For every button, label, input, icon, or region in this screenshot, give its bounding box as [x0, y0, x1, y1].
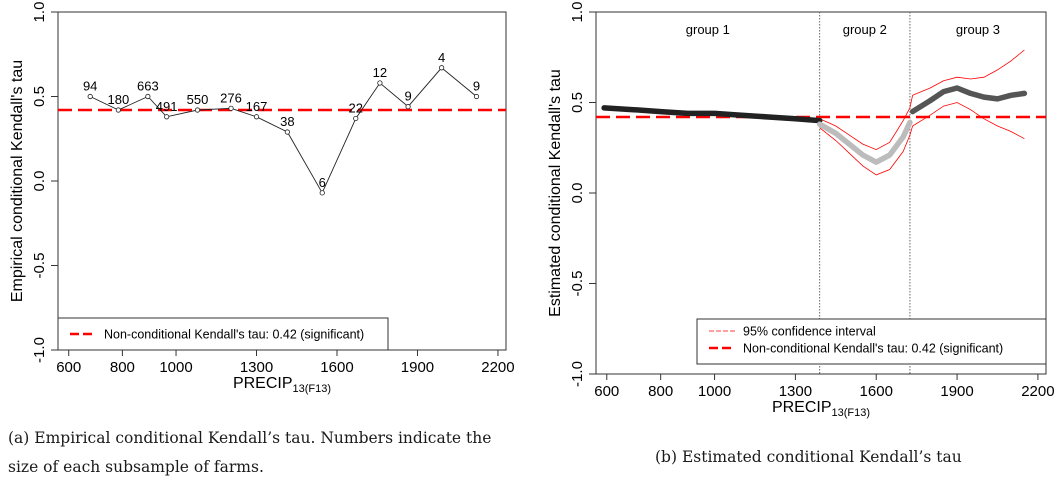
x-axis-label-subscript-b: 13(F13)	[832, 407, 871, 419]
x-tick-label-b: 2200	[1021, 383, 1054, 400]
x-axis-label-main-b: PRECIP	[772, 399, 832, 416]
data-label: 12	[373, 65, 387, 80]
data-point	[439, 65, 445, 71]
estimate-series-1	[601, 105, 823, 124]
x-tick-label-b: 1300	[779, 383, 812, 400]
estimate-series-3	[909, 85, 1028, 115]
ci-lower-line	[819, 102, 1025, 176]
y-tick-label-a: 0.0	[31, 171, 48, 192]
data-point	[353, 115, 359, 122]
data-point	[284, 129, 290, 135]
data-label: 550	[187, 92, 209, 107]
legend-entry-label: 95% confidence interval	[743, 325, 876, 339]
group-label: group 1	[686, 22, 730, 37]
x-tick-label-a: 1600	[320, 359, 353, 376]
legend-entry-label: Non-conditional Kendall's tau: 0.42 (sig…	[743, 342, 1003, 356]
group-label: group 3	[956, 22, 1000, 37]
data-point	[115, 107, 121, 113]
y-tick-label-a: -1.0	[31, 337, 48, 363]
x-axis-label-main-a: PRECIP	[233, 375, 293, 392]
data-label: 6	[319, 175, 326, 190]
series-line	[90, 67, 477, 194]
data-point	[405, 104, 411, 110]
estimate-series-2	[816, 119, 913, 165]
data-label: 180	[108, 92, 130, 107]
data-label: 9	[404, 89, 411, 104]
x-tick-label-a: 800	[110, 359, 135, 376]
data-label: 276	[220, 90, 242, 105]
data-label: 9	[473, 79, 480, 94]
y-tick-label-b: -0.5	[569, 271, 586, 297]
y-axis-label-a: Empirical conditional Kendall's tau	[9, 60, 26, 302]
x-tick-label-a: 1900	[401, 359, 434, 376]
x-axis-label-a: PRECIP13(F13)	[233, 375, 331, 395]
chart-panel-a: -1.0 -0.5 0.0 0.5 1.0 600 800 1000 1300 1600 1900 2…	[9, 2, 515, 395]
data-label: 663	[137, 79, 159, 94]
legend-box-b	[696, 318, 1047, 365]
group-label: group 2	[843, 22, 887, 37]
legend-entry-label: Non-conditional Kendall's tau: 0.42 (sig…	[104, 328, 364, 342]
x-tick-label-a: 600	[56, 359, 81, 376]
data-point	[194, 107, 201, 113]
data-label: 94	[83, 79, 97, 94]
x-tick-label-b: 800	[648, 383, 673, 400]
caption-a: (a) Empirical conditional Kendall’s tau.…	[8, 424, 491, 482]
x-axis-label-subscript-a: 13(F13)	[293, 383, 332, 395]
x-tick-label-a: 1000	[159, 359, 192, 376]
caption-a-line-1: (a) Empirical conditional Kendall’s tau.…	[8, 429, 492, 447]
y-tick-label-a: 0.5	[31, 86, 48, 107]
y-tick-label-b: 1.0	[569, 2, 586, 23]
data-point	[377, 80, 383, 86]
data-label: 167	[246, 99, 268, 114]
data-label: 4	[438, 50, 445, 65]
data-point	[228, 105, 234, 111]
data-label: 491	[156, 99, 178, 114]
x-tick-label-b: 1600	[860, 383, 893, 400]
y-tick-label-a: 1.0	[31, 2, 48, 23]
data-point	[164, 114, 170, 120]
x-axis-label-b: PRECIP13(F13)	[772, 399, 870, 419]
x-tick-label-a: 2200	[481, 359, 514, 376]
y-tick-label-b: -1.0	[569, 361, 586, 387]
data-point	[87, 93, 93, 100]
data-label: 22	[349, 100, 363, 115]
data-point	[319, 190, 325, 196]
caption-b: (b) Estimated conditional Kendall’s tau	[655, 443, 962, 472]
x-tick-label-b: 600	[594, 383, 619, 400]
legend-box-a	[57, 317, 389, 351]
x-tick-label-b: 1900	[940, 383, 973, 400]
y-axis-label-b: Estimated conditional Kendall's tau	[547, 69, 564, 317]
chart-panel-b: -1.0 -0.5 0.0 0.5 1.0 600 800 1000 1300 1600 1900 2…	[547, 2, 1055, 419]
y-tick-label-a: -0.5	[31, 253, 48, 279]
x-tick-label-b: 1000	[698, 383, 731, 400]
y-tick-label-b: 0.0	[569, 183, 586, 204]
data-point	[473, 93, 480, 100]
data-label: 38	[280, 114, 294, 129]
data-point	[253, 114, 260, 120]
ci-upper-line	[819, 49, 1025, 151]
caption-a-line-2: size of each subsample of farms.	[8, 458, 264, 476]
data-point	[145, 93, 151, 100]
caption-b-line-1: (b) Estimated conditional Kendall’s tau	[655, 448, 962, 466]
x-tick-label-a: 1300	[240, 359, 273, 376]
y-tick-label-b: 0.5	[569, 92, 586, 113]
